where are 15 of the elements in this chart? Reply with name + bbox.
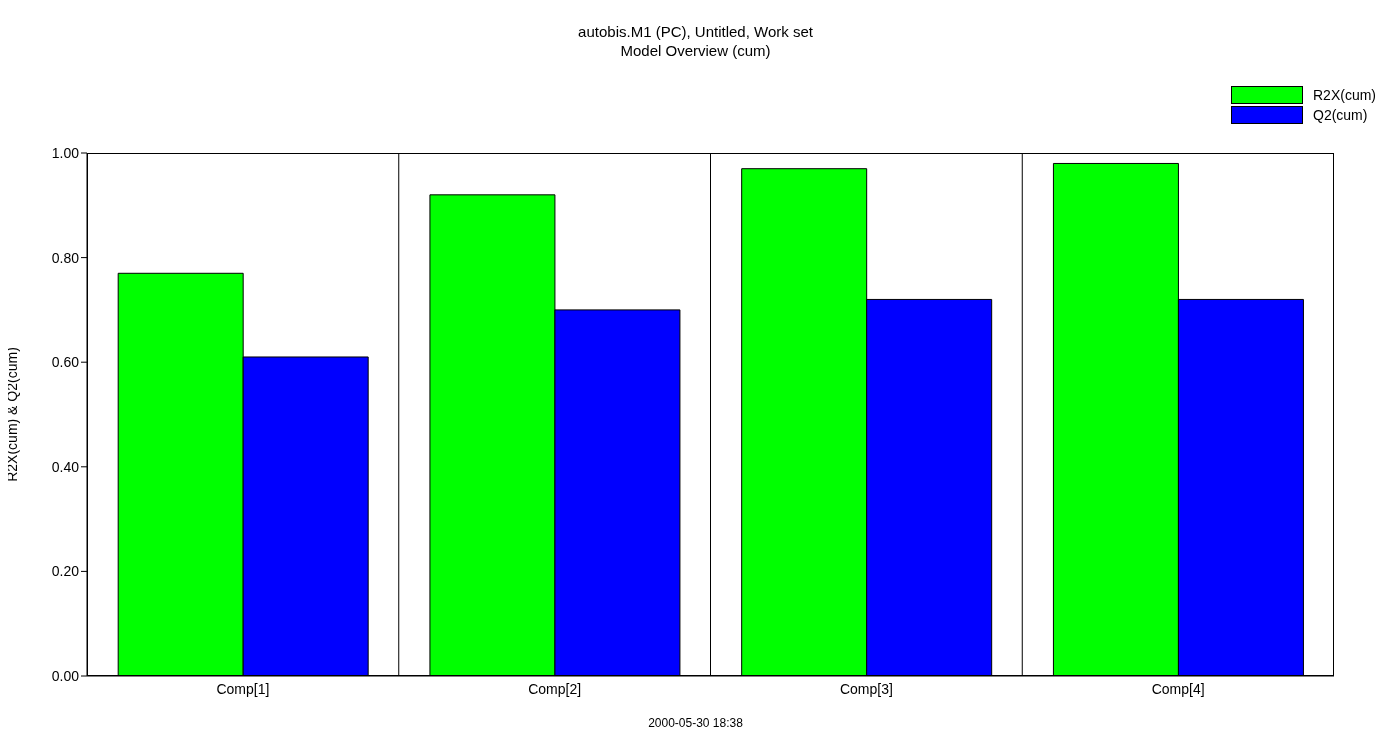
x-tick-label: Comp[2]: [528, 680, 582, 697]
y-tick-label: 0.00: [51, 667, 80, 684]
x-tick-label: Comp[3]: [839, 680, 893, 697]
text: R2X(cum): [1313, 87, 1377, 103]
y-tick-label: 0.60: [51, 354, 80, 371]
y-tick-label: 0.20: [51, 563, 80, 580]
y-tick-label: 0.40: [51, 458, 80, 475]
chart-title: autobis.M1 (PC), Untitled, Work set: [577, 22, 814, 41]
chart-subtitle: Model Overview (cum): [619, 41, 772, 60]
x-tick-label: Comp[4]: [1151, 680, 1205, 697]
x-tick-label: Comp[1]: [216, 680, 270, 697]
text: Q2(cum): [1313, 107, 1369, 123]
y-tick-label: 0.80: [51, 249, 80, 266]
text: 2000-05-30 18:38: [647, 716, 744, 730]
y-tick-label: 1.00: [51, 144, 80, 161]
